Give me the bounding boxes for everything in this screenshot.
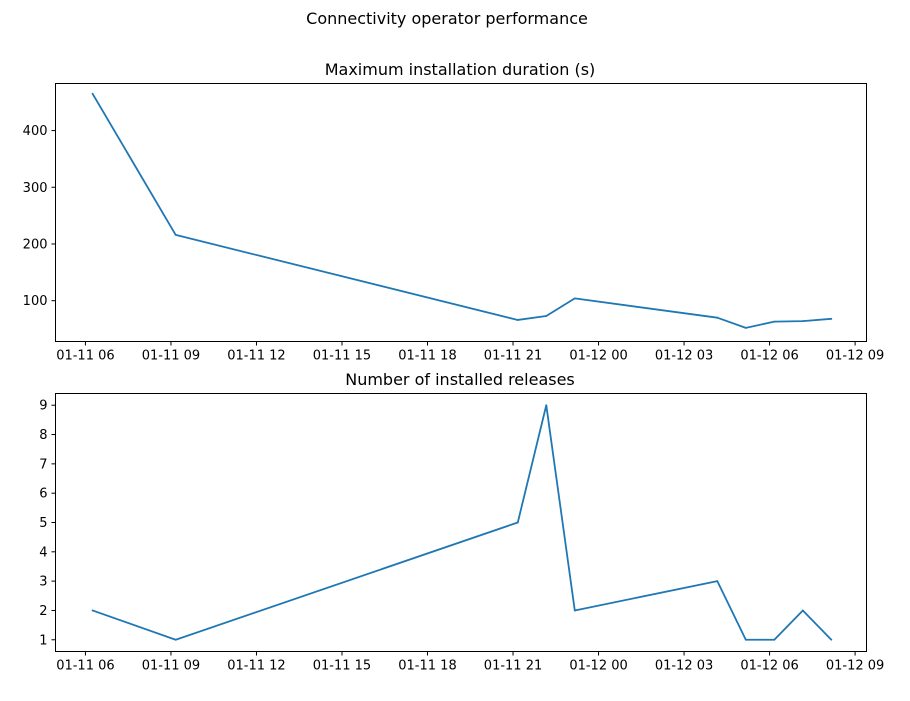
duration-data-point [516, 319, 519, 321]
releases-y-tick-label: 7 [39, 457, 47, 472]
releases-data-point [91, 609, 94, 612]
duration-axes-frame [55, 83, 867, 342]
releases-x-tick-label: 01-12 09 [826, 659, 884, 674]
releases-data-point [573, 609, 576, 612]
figure-suptitle: Connectivity operator performance [306, 9, 588, 28]
duration-chart-title: Maximum installation duration (s) [325, 60, 596, 79]
releases-y-tick-label: 5 [39, 516, 47, 531]
duration-x-tick-label: 01-11 06 [56, 349, 114, 364]
releases-x-tick-label: 01-11 12 [227, 659, 285, 674]
duration-x-tick-label: 01-12 09 [826, 349, 884, 364]
releases-x-tick-label: 01-12 03 [655, 659, 713, 674]
releases-x-tick-label: 01-12 00 [569, 659, 627, 674]
duration-x-tick-label: 01-11 18 [398, 349, 456, 364]
releases-data-point [773, 638, 776, 641]
duration-plot-area [91, 92, 833, 329]
releases-y-tick-label: 4 [39, 545, 47, 560]
duration-data-point [545, 315, 548, 317]
releases-data-point [830, 638, 833, 641]
releases-plot-area [91, 404, 833, 641]
releases-y-tick-label: 9 [39, 399, 47, 414]
duration-x-tick-label: 01-12 03 [655, 349, 713, 364]
duration-data-point [716, 316, 719, 319]
duration-data-point [174, 233, 177, 236]
duration-x-tick-label: 01-11 09 [142, 349, 200, 364]
releases-data-point [744, 638, 747, 641]
releases-data-point [716, 580, 719, 583]
duration-x-tick-label: 01-11 21 [484, 349, 542, 364]
releases-x-tick-label: 01-11 18 [398, 659, 456, 674]
releases-data-point [516, 521, 519, 524]
duration-data-point [91, 92, 94, 95]
duration-y-tick-label: 200 [23, 237, 48, 252]
releases-chart: Number of installed releases 01-11 06 01-… [39, 370, 884, 674]
releases-x-tick-label: 01-11 09 [142, 659, 200, 674]
releases-series-line [92, 404, 832, 641]
releases-y-tick-label: 1 [39, 633, 47, 648]
duration-x-tick-label: 01-11 15 [313, 349, 371, 364]
releases-y-tick-label: 3 [39, 575, 47, 590]
duration-data-point [830, 317, 833, 320]
duration-x-tick-label: 01-11 12 [227, 349, 285, 364]
duration-series-line [91, 93, 832, 329]
releases-y-tick-label: 2 [39, 604, 47, 619]
releases-data-point [174, 638, 177, 641]
releases-x-tick-label: 01-11 21 [484, 659, 542, 674]
releases-x-tick-label: 01-11 15 [313, 659, 371, 674]
releases-chart-title: Number of installed releases [345, 370, 575, 389]
releases-axes-frame [55, 393, 867, 652]
releases-data-point [801, 609, 804, 612]
releases-y-tick-label: 8 [39, 428, 47, 443]
duration-y-tick-label: 100 [23, 294, 48, 309]
duration-y-tick-label: 400 [23, 124, 48, 139]
duration-y-tick-label: 300 [23, 181, 48, 196]
duration-chart: Maximum installation duration (s) 01-11 … [23, 60, 885, 364]
releases-x-tick-label: 01-11 06 [56, 659, 114, 674]
duration-x-axis: 01-11 06 01-11 09 01-11 12 01-11 15 01-11 18… [56, 341, 884, 364]
releases-data-point [545, 404, 548, 407]
duration-x-tick-label: 01-12 06 [740, 349, 798, 364]
duration-data-point [573, 297, 576, 300]
duration-data-point [744, 326, 747, 329]
releases-x-axis: 01-11 06 01-11 09 01-11 12 01-11 15 01-11 18… [56, 651, 884, 674]
releases-x-tick-label: 01-12 06 [740, 659, 798, 674]
releases-y-tick-label: 6 [39, 487, 47, 502]
duration-x-tick-label: 01-12 00 [569, 349, 627, 364]
duration-data-point [801, 320, 804, 322]
duration-data-point [773, 320, 776, 323]
duration-y-axis: 100 200 300 400 [23, 124, 56, 309]
releases-y-axis: 1 2 3 4 5 6 7 8 9 [39, 399, 56, 648]
